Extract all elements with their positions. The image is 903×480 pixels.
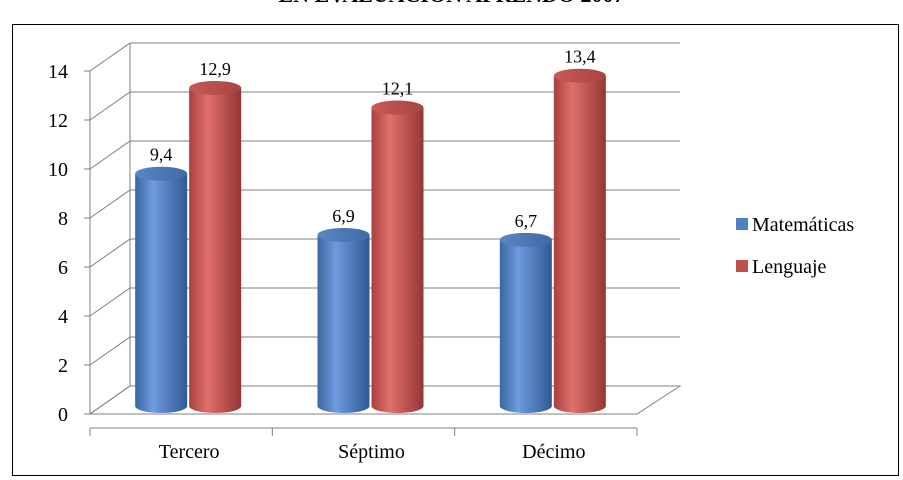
bar-2-1	[553, 75, 606, 414]
bar-1-1	[371, 107, 424, 414]
y-tick-label-2: 4	[58, 306, 68, 328]
data-label-0-1: 12,9	[199, 59, 231, 79]
chart-title: EN EVALUACIÓN APRENDO 2007	[0, 0, 903, 8]
y-tick-label-0: 0	[58, 404, 68, 426]
data-label-0-0: 9,4	[150, 145, 173, 165]
gridline-side-6	[89, 91, 131, 121]
data-label-1-0: 6,9	[332, 206, 355, 226]
data-label-2-1: 13,4	[564, 47, 596, 67]
bar-top-2-0	[499, 232, 552, 247]
y-tick-label-7: 14	[48, 61, 68, 83]
legend: Matemáticas Lenguaje	[736, 214, 854, 278]
data-label-1-1: 12,1	[382, 79, 414, 99]
x-category-label-1: Séptimo	[338, 441, 405, 463]
floor	[88, 385, 682, 415]
y-tick-label-3: 6	[58, 257, 68, 279]
x-category-label-2: Décimo	[522, 441, 585, 463]
bar-top-1-0	[317, 227, 370, 242]
bar-0-1	[189, 87, 242, 414]
bar-top-0-0	[135, 166, 188, 181]
bar-top-2-1	[553, 68, 606, 83]
bar-0-0	[135, 173, 188, 414]
y-tick-label-5: 10	[48, 159, 68, 181]
gridline-side-4	[89, 189, 131, 219]
gridline-side-7	[89, 42, 131, 72]
gridline-side-2	[89, 287, 131, 317]
legend-label-0: Matemáticas	[752, 214, 854, 236]
x-category-label-0: Tercero	[159, 441, 220, 463]
legend-swatch-1	[736, 260, 748, 272]
y-tick-label-4: 8	[58, 208, 68, 230]
gridline-side-3	[89, 238, 131, 268]
legend-swatch-0	[736, 218, 748, 230]
y-tick-label-6: 12	[48, 110, 68, 132]
gridline-side-1	[89, 336, 131, 366]
bar-top-1-1	[371, 100, 424, 115]
gridline-side-5	[89, 140, 131, 170]
y-tick-label-1: 2	[58, 355, 68, 377]
label-layer: 9,4 12,9 6,9 12,1 6,7 13,4	[150, 47, 596, 231]
legend-label-1: Lenguaje	[752, 256, 827, 278]
bar-1-0	[317, 234, 370, 414]
bar-layer	[135, 68, 606, 414]
bar-2-0	[499, 239, 552, 414]
data-label-2-0: 6,7	[515, 211, 538, 231]
axis-layer: 0 2 4 6 8 10 12 14 Tercero Séptimo Décimo	[48, 43, 682, 463]
bar-top-0-1	[189, 80, 242, 95]
